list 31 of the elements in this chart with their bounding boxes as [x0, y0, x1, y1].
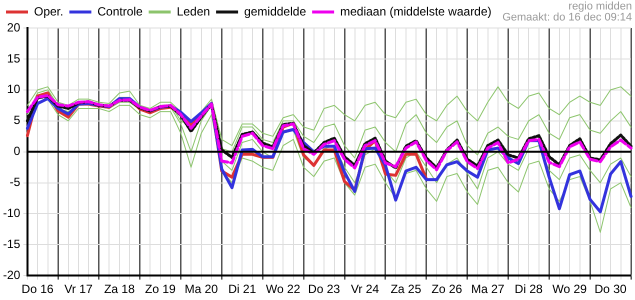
y-tick-label: -10: [3, 206, 21, 220]
y-tick-label: -15: [3, 236, 21, 251]
legend-label: Oper.: [34, 4, 64, 18]
x-tick-label: Di 28: [514, 282, 544, 296]
y-tick-label: 5: [14, 113, 21, 128]
y-tick-label: -20: [3, 268, 21, 282]
x-tick-label: Wo 22: [266, 282, 301, 296]
x-tick-label: Zo 19: [145, 282, 176, 296]
y-tick-label: 15: [6, 51, 21, 66]
x-tick-label: Ma 27: [471, 282, 505, 296]
y-tick-label: 10: [6, 82, 21, 96]
x-tick-label: Wo 29: [552, 282, 588, 296]
x-tick-label: Do 23: [308, 282, 340, 296]
x-tick-label: Zo 26: [431, 282, 462, 296]
x-tick-label: Do 16: [22, 282, 54, 296]
y-tick-label: -5: [10, 175, 21, 190]
x-tick-label: Vr 17: [64, 282, 93, 296]
legend-label: mediaan (middelste waarde): [340, 4, 492, 18]
x-tick-label: Di 21: [228, 282, 257, 296]
y-tick-label: 0: [14, 144, 21, 158]
x-tick-label: Ma 20: [184, 282, 218, 296]
legend-label: Leden: [176, 4, 210, 18]
legend-label: gemiddelde: [244, 4, 306, 18]
x-tick-label: Vr 24: [350, 282, 380, 296]
text: Gemaakt: do 16 dec 09:14: [502, 12, 632, 24]
x-tick-label: Za 18: [104, 282, 136, 296]
x-tick-label: Za 25: [390, 282, 422, 296]
text: regio midden: [568, 0, 632, 13]
y-tick-label: 20: [6, 20, 21, 34]
legend-label: Controle: [97, 4, 144, 18]
x-tick-label: Do 30: [594, 282, 627, 296]
